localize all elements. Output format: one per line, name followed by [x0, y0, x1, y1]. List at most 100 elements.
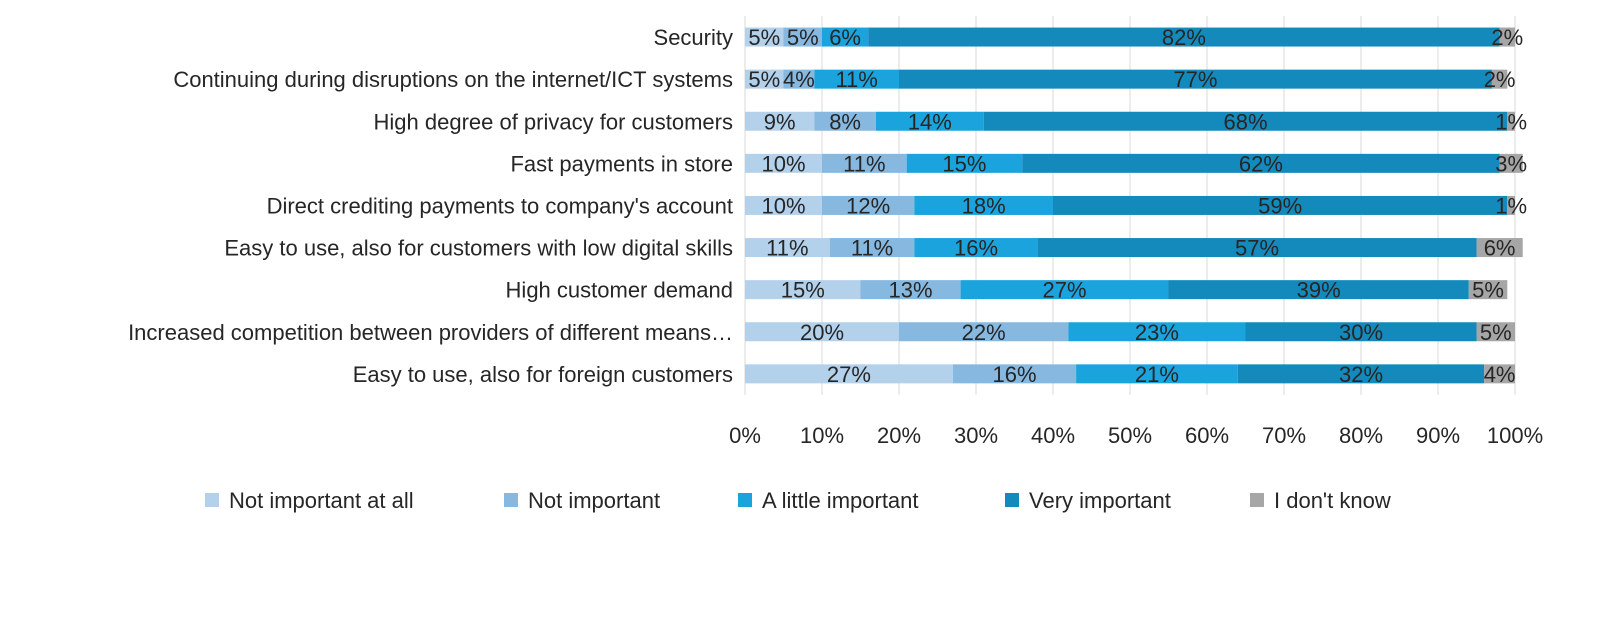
- x-tick-label: 60%: [1185, 423, 1229, 448]
- data-label: 11%: [843, 151, 885, 176]
- category-label: Easy to use, also for foreign customers: [353, 362, 733, 387]
- category-label: Security: [654, 25, 733, 50]
- bar-segment: [745, 322, 899, 342]
- bar-segment: [1022, 153, 1500, 173]
- data-label: 9%: [764, 109, 796, 134]
- bar-segment: [814, 111, 876, 131]
- data-label: 12%: [846, 193, 890, 218]
- data-label: 5%: [787, 25, 819, 50]
- data-label: 5%: [1472, 278, 1504, 303]
- x-tick-label: 40%: [1031, 423, 1075, 448]
- category-label: Increased competition between providers …: [128, 320, 733, 345]
- bar-segment: [1053, 195, 1508, 215]
- bar-segment: [783, 69, 815, 89]
- bar-segment: [1484, 364, 1515, 384]
- bar-segment: [914, 238, 1038, 258]
- bar-segment: [906, 153, 1023, 173]
- bar-segment: [860, 280, 961, 300]
- data-label: 62%: [1239, 151, 1283, 176]
- bar-segment: [1491, 69, 1508, 89]
- data-label: 57%: [1235, 236, 1279, 261]
- legend-swatch: [738, 493, 752, 507]
- data-label: 2%: [1484, 67, 1516, 92]
- x-tick-label: 0%: [729, 423, 761, 448]
- bar-segment: [1507, 111, 1515, 131]
- bar-segment: [1468, 280, 1508, 300]
- bar-segment: [745, 238, 830, 258]
- data-label: 82%: [1162, 25, 1206, 50]
- bar-segment: [822, 195, 915, 215]
- data-label: 39%: [1297, 278, 1341, 303]
- bar-segment: [899, 69, 1492, 89]
- data-label: 30%: [1339, 320, 1383, 345]
- x-tick-label: 100%: [1487, 423, 1543, 448]
- x-tick-label: 90%: [1416, 423, 1460, 448]
- bar-segment: [1499, 153, 1523, 173]
- category-label: Continuing during disruptions on the int…: [173, 67, 733, 92]
- bar-segment: [745, 195, 822, 215]
- category-label: High degree of privacy for customers: [374, 109, 734, 134]
- bar-segment: [1168, 280, 1469, 300]
- data-label: 5%: [748, 25, 780, 50]
- data-label: 21%: [1135, 362, 1179, 387]
- bar-segment: [822, 27, 869, 47]
- bar-segment: [875, 111, 984, 131]
- bar-segment: [1507, 195, 1515, 215]
- bar-segment: [914, 195, 1053, 215]
- x-tick-label: 30%: [954, 423, 998, 448]
- category-label: High customer demand: [506, 278, 733, 303]
- bar-segment: [1076, 364, 1238, 384]
- data-label: 6%: [829, 25, 861, 50]
- data-label: 11%: [835, 67, 877, 92]
- data-label: 11%: [851, 236, 893, 261]
- data-label: 22%: [962, 320, 1006, 345]
- bar-segment: [1476, 322, 1515, 342]
- bar-segment: [899, 322, 1069, 342]
- x-tick-label: 20%: [877, 423, 921, 448]
- bar-segment: [1237, 364, 1485, 384]
- data-label: 4%: [1484, 362, 1516, 387]
- data-label: 6%: [1484, 236, 1516, 261]
- data-label: 10%: [761, 151, 805, 176]
- bar-segment: [783, 27, 822, 47]
- bar-segment: [745, 153, 822, 173]
- bar-segment: [868, 27, 1500, 47]
- bar-segment: [822, 153, 907, 173]
- legend-swatch: [205, 493, 219, 507]
- bar-segment: [745, 280, 861, 300]
- bar-segment: [745, 111, 815, 131]
- bar-segment: [1068, 322, 1246, 342]
- category-label: Easy to use, also for customers with low…: [224, 236, 733, 261]
- data-label: 14%: [908, 109, 952, 134]
- data-label: 5%: [1480, 320, 1512, 345]
- data-label: 15%: [781, 278, 825, 303]
- bar-segment: [829, 238, 915, 258]
- data-label: 68%: [1223, 109, 1267, 134]
- data-label: 2%: [1491, 25, 1523, 50]
- data-label: 13%: [889, 278, 933, 303]
- data-label: 8%: [829, 109, 861, 134]
- bar-segment: [960, 280, 1169, 300]
- data-label: 3%: [1495, 151, 1527, 176]
- data-label: 10%: [761, 193, 805, 218]
- data-label: 59%: [1258, 193, 1302, 218]
- bar-segment: [952, 364, 1077, 384]
- legend-label: Very important: [1029, 488, 1171, 513]
- data-label: 27%: [1043, 278, 1087, 303]
- x-tick-label: 70%: [1262, 423, 1306, 448]
- bar-segment: [1476, 238, 1523, 258]
- bar-segment: [814, 69, 899, 89]
- x-tick-label: 80%: [1339, 423, 1383, 448]
- legend-swatch: [504, 493, 518, 507]
- data-label: 27%: [827, 362, 871, 387]
- data-label: 11%: [766, 236, 808, 261]
- category-label: Direct crediting payments to company's a…: [267, 193, 733, 218]
- bar-segment: [1499, 27, 1515, 47]
- data-label: 4%: [783, 67, 815, 92]
- legend-label: A little important: [762, 488, 919, 513]
- x-tick-label: 50%: [1108, 423, 1152, 448]
- bar-segment: [1245, 322, 1477, 342]
- data-label: 23%: [1135, 320, 1179, 345]
